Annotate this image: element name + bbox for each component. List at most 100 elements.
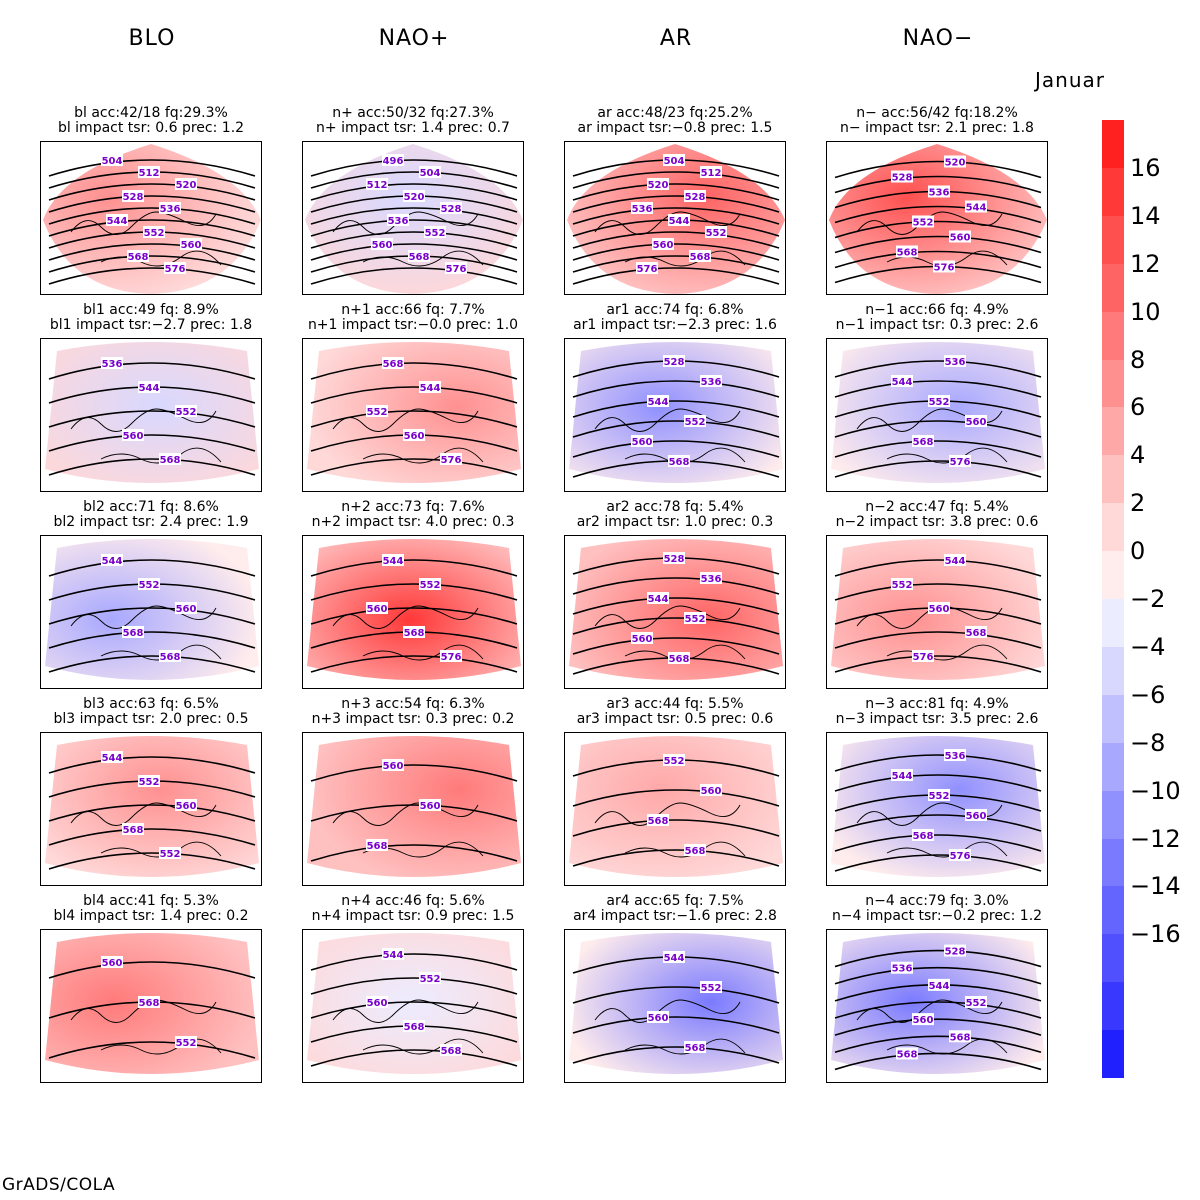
map-svg: 496 504 512 520 528 536 552 560 568 576 (305, 144, 523, 294)
colorbar (1102, 120, 1124, 1079)
height-contour (834, 420, 1042, 438)
height-contour (834, 235, 1042, 254)
height-contour (48, 159, 256, 177)
colorbar-tick-label: 12 (1130, 249, 1161, 278)
contour-label: 520 (945, 158, 966, 169)
map-panel-r1c2: 528 536 544 552 560 568 (564, 338, 786, 492)
panel-title-r4c0: bl4 acc:41 fq: 5.3% bl4 impact tsr: 1.4 p… (20, 894, 282, 924)
contour-label-bg (647, 592, 669, 604)
map-panel-r0c1: 496 504 512 520 528 536 552 560 568 576 (302, 141, 524, 295)
contour-label-bg (965, 809, 987, 821)
height-contour (48, 255, 256, 273)
height-contour (834, 1035, 1042, 1054)
panel-stats-line: n−4 acc:79 fq: 3.0% (865, 893, 1009, 909)
height-contour (572, 243, 780, 261)
anomaly-field (569, 342, 783, 483)
contour-label-bg (180, 238, 202, 250)
height-contour (48, 362, 256, 380)
height-contour (834, 205, 1042, 224)
contour-label-bg (101, 554, 123, 566)
contour-label-bg (175, 1036, 197, 1048)
height-contour (572, 1046, 780, 1064)
contour-label-bg (684, 612, 706, 624)
contour-label-bg (663, 154, 685, 166)
height-contour (572, 420, 780, 438)
panel-impact-line: ar3 impact tsr: 0.5 prec: 0.6 (576, 711, 774, 727)
contour-label: 520 (176, 180, 197, 191)
contour-label: 576 (637, 264, 658, 275)
contour-label: 560 (176, 801, 197, 812)
contour-label-bg (705, 226, 727, 238)
colorbar-tick-label: −10 (1130, 776, 1181, 805)
contour-label: 552 (367, 407, 388, 418)
contour-label-bg (366, 839, 388, 851)
contour-label-bg (684, 190, 706, 202)
contour-label-bg (928, 602, 950, 614)
contour-label-bg (631, 435, 653, 447)
contour-label: 560 (632, 437, 653, 448)
panel-title-r3c2: ar3 acc:44 fq: 5.5% ar3 impact tsr: 0.5 p… (544, 697, 806, 727)
map-svg: 528 536 544 552 560 568 (569, 539, 783, 680)
height-contour (834, 460, 1042, 478)
panel-title-r3c0: bl3 acc:63 fq: 6.5% bl3 impact tsr: 2.0 p… (20, 697, 282, 727)
map-svg: 544 552 560 568 576 (307, 539, 521, 680)
contour-label-bg (440, 202, 462, 214)
panel-stats-line: n− acc:56/42 fq:18.2% (856, 105, 1018, 121)
height-contour (572, 577, 780, 595)
height-contour (48, 207, 256, 225)
contour-label-bg (366, 602, 388, 614)
panel-impact-line: n+4 impact tsr: 0.9 prec: 1.5 (311, 908, 515, 924)
contour-label-bg (445, 262, 467, 274)
contour-label: 552 (701, 983, 722, 994)
colorbar-segment (1102, 886, 1124, 935)
colorbar-segment (1102, 790, 1124, 839)
panel-stats-line: bl3 acc:63 fq: 6.5% (83, 696, 219, 712)
contour-label: 568 (160, 455, 181, 466)
contour-label-bg (631, 202, 653, 214)
height-contour (572, 819, 780, 837)
contour-label: 560 (966, 417, 987, 428)
panel-title-r4c2: ar4 acc:65 fq: 7.5% ar4 impact tsr:−1.6 p… (544, 894, 806, 924)
contour-label: 536 (701, 574, 722, 585)
map-panel-r3c1: 560 560 568 (302, 732, 524, 886)
contour-label: 552 (139, 777, 160, 788)
map-svg: 568 544 552 560 576 (307, 342, 521, 483)
contour-label: 528 (685, 192, 706, 203)
contour-label: 536 (892, 964, 913, 975)
map-svg: 504 512 520 528 536 544 552 560 568 576 (43, 144, 261, 294)
contour-label-bg (700, 784, 722, 796)
map-panel-r2c1: 544 552 560 568 576 (302, 535, 524, 689)
contour-label-bg (159, 847, 181, 859)
colorbar-segment (1102, 838, 1124, 887)
height-contour (48, 961, 256, 979)
contour-label: 544 (945, 556, 966, 567)
contour-label: 552 (706, 228, 727, 239)
colorbar-segment (1102, 455, 1124, 504)
contour-label: 576 (950, 457, 971, 468)
contour-label: 560 (176, 604, 197, 615)
contour-label-bg (944, 944, 966, 957)
contour-label: 568 (897, 248, 918, 259)
column-title-2: AR (659, 26, 693, 51)
anomaly-field (307, 539, 521, 680)
contour-label: 560 (632, 634, 653, 645)
contour-label: 528 (945, 947, 966, 958)
contour-label: 552 (685, 417, 706, 428)
height-contour (572, 231, 780, 249)
panel-impact-line: n+2 impact tsr: 4.0 prec: 0.3 (311, 514, 515, 530)
height-contour (310, 607, 518, 625)
contour-label: 560 (950, 233, 971, 244)
contour-label: 536 (160, 204, 181, 215)
contour-label: 568 (913, 831, 934, 842)
panel-stats-line: n+2 acc:73 fq: 7.6% (341, 499, 485, 515)
map-svg: 544 552 560 568 576 (831, 539, 1045, 680)
contour-label-bg (636, 262, 658, 274)
height-contour (834, 754, 1042, 772)
contour-label: 568 (913, 437, 934, 448)
contour-label: 504 (420, 168, 441, 179)
colorbar-tick-label: 14 (1130, 201, 1161, 230)
height-contour (834, 1018, 1042, 1036)
contour-label: 528 (123, 192, 144, 203)
height-contour (48, 267, 256, 285)
contour-label: 552 (144, 228, 165, 239)
